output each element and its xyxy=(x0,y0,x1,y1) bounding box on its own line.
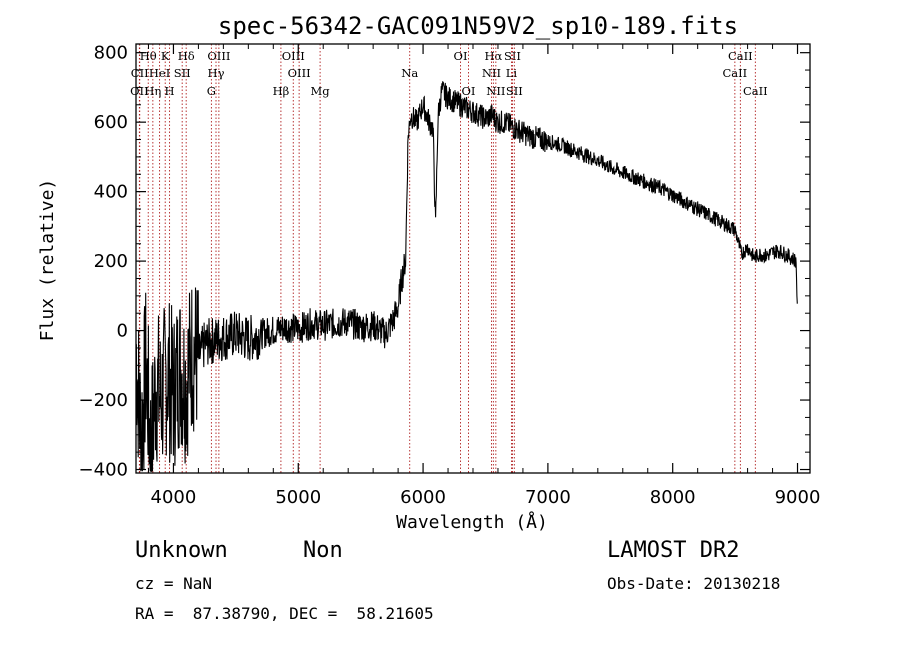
line-label: OIII xyxy=(288,66,311,80)
x-tick-label: 8000 xyxy=(650,487,696,508)
line-label: Na xyxy=(401,66,418,80)
line-label: SII xyxy=(174,66,191,80)
y-tick-label: 800 xyxy=(94,43,128,64)
line-label: Hα xyxy=(484,49,502,63)
line-label: Hδ xyxy=(178,49,195,63)
line-label: NII xyxy=(486,84,505,98)
x-tick-label: 5000 xyxy=(275,487,321,508)
class-label: Unknown xyxy=(135,538,228,563)
line-label: Hη xyxy=(144,84,161,98)
x-axis-label: Wavelength (Å) xyxy=(396,511,548,533)
obs-date-text: Obs-Date: 20130218 xyxy=(607,574,781,593)
line-label: SII xyxy=(504,49,521,63)
line-label: Li xyxy=(506,66,518,80)
y-tick-label: 0 xyxy=(117,321,128,342)
line-label: CaII xyxy=(728,49,753,63)
line-label: OIII xyxy=(207,49,230,63)
line-label: Hγ xyxy=(208,66,225,80)
line-label: OIII xyxy=(282,49,305,63)
y-tick-label: 600 xyxy=(94,112,128,133)
subclass-label: Non xyxy=(303,538,343,563)
x-tick-label: 9000 xyxy=(775,487,821,508)
line-label: OI xyxy=(454,49,468,63)
line-label: K xyxy=(161,49,170,63)
spectrum-line xyxy=(135,81,798,472)
line-label: OI xyxy=(462,84,476,98)
y-tick-label: 400 xyxy=(94,182,128,203)
line-label: H xyxy=(165,84,175,98)
line-label: Mg xyxy=(311,84,331,98)
y-tick-label: 200 xyxy=(94,251,128,272)
redshift-text: cz = NaN xyxy=(135,574,213,593)
y-tick-label: −200 xyxy=(79,390,128,411)
line-label: CaII xyxy=(743,84,768,98)
line-label: HeI xyxy=(149,66,170,80)
chart-title: spec-56342-GAC091N59V2_sp10-189.fits xyxy=(218,12,738,40)
coordinates-text: RA = 87.38790, DEC = 58.21605 xyxy=(135,604,434,623)
line-label: Hθ xyxy=(140,49,157,63)
line-label: G xyxy=(207,84,216,98)
y-axis-label: Flux (relative) xyxy=(37,179,58,342)
survey-label: LAMOST DR2 xyxy=(607,538,740,563)
y-tick-label: −400 xyxy=(79,460,128,481)
line-label: SII xyxy=(506,84,523,98)
line-label: NII xyxy=(482,66,501,80)
x-tick-label: 7000 xyxy=(525,487,571,508)
line-label: CaII xyxy=(722,66,747,80)
line-label: Hβ xyxy=(273,84,290,98)
line-label: OII xyxy=(130,84,149,98)
x-tick-label: 4000 xyxy=(151,487,197,508)
x-tick-label: 6000 xyxy=(400,487,446,508)
